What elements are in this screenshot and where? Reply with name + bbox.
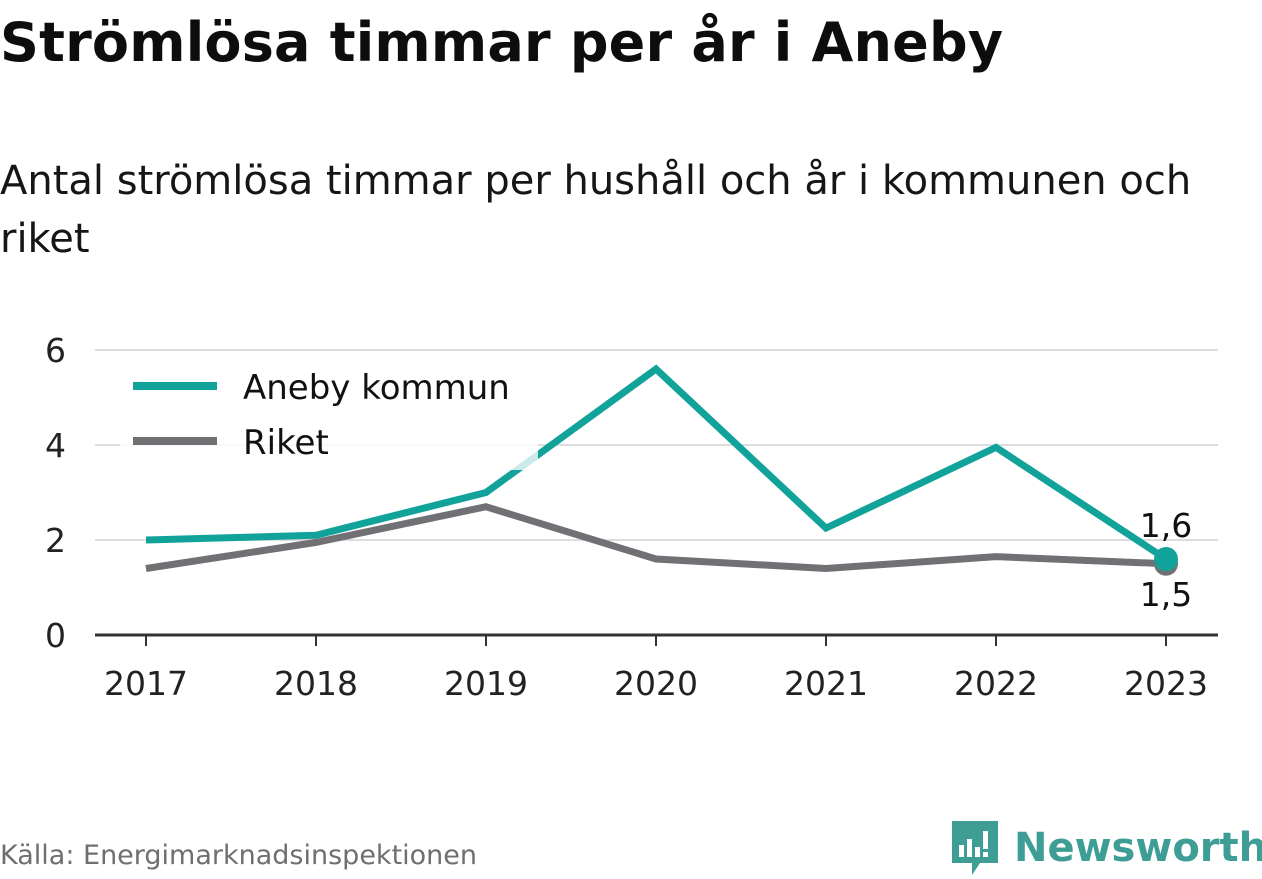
- legend: Aneby kommun Riket: [120, 358, 538, 470]
- newsworthy-logo-icon: [952, 821, 998, 875]
- series-lines: [145, 364, 1168, 573]
- legend-background: [120, 358, 538, 470]
- chart-title: Strömlösa timmar per år i Aneby: [0, 11, 1004, 74]
- y-tick-labels: 0 2 4 6: [45, 331, 66, 655]
- x-tick-label: 2018: [274, 664, 358, 703]
- chart-subtitle: Antal strömlösa timmar per hushåll och å…: [0, 158, 1192, 262]
- y-tick-label: 4: [45, 426, 66, 465]
- series-line-riket: [145, 503, 1167, 573]
- brand-name: Newsworthy: [1014, 825, 1262, 871]
- y-tick-label: 6: [45, 331, 66, 370]
- end-value-label: 1,5: [1140, 575, 1192, 614]
- end-markers: 1,6 1,5: [1140, 506, 1192, 614]
- x-tick-label: 2021: [784, 664, 868, 703]
- x-axis: [95, 633, 1218, 646]
- brand-logo-link[interactable]: Newsworthy: [950, 818, 1262, 878]
- x-tick-labels: 2017 2018 2019 2020 2021 2022 2023: [104, 664, 1208, 703]
- x-tick-label: 2023: [1124, 664, 1208, 703]
- end-marker: [1154, 547, 1178, 571]
- source-note: Källa: Energimarknadsinspektionen: [0, 840, 478, 871]
- x-tick-label: 2020: [614, 664, 698, 703]
- series-line-aneby-kommun: [145, 364, 1168, 562]
- y-tick-label: 0: [45, 616, 66, 655]
- x-tick-label: 2019: [444, 664, 528, 703]
- x-tick-label: 2022: [954, 664, 1038, 703]
- legend-label: Aneby kommun: [243, 368, 510, 408]
- y-tick-label: 2: [45, 521, 66, 560]
- end-value-label: 1,6: [1140, 506, 1192, 545]
- legend-label: Riket: [243, 423, 329, 463]
- x-tick-label: 2017: [104, 664, 188, 703]
